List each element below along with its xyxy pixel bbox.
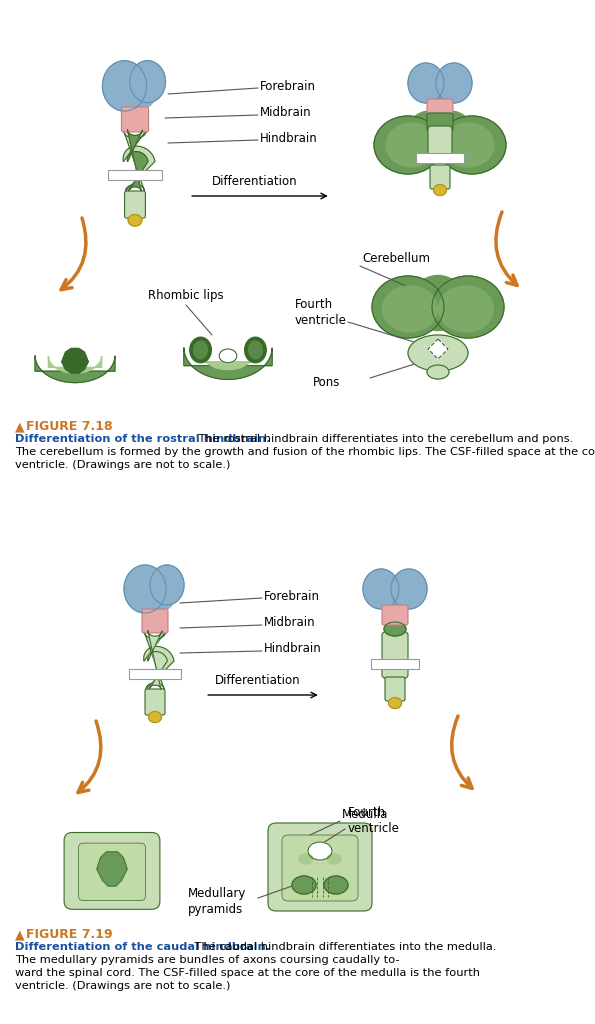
Ellipse shape <box>219 349 237 362</box>
Ellipse shape <box>292 876 316 894</box>
Text: Fourth
ventricle: Fourth ventricle <box>295 298 347 327</box>
Bar <box>416 153 464 163</box>
FancyBboxPatch shape <box>385 677 405 701</box>
Ellipse shape <box>406 111 454 159</box>
Ellipse shape <box>391 569 427 609</box>
Text: Medullary
pyramids: Medullary pyramids <box>188 887 246 915</box>
Ellipse shape <box>245 337 266 362</box>
Ellipse shape <box>308 842 332 860</box>
Bar <box>371 659 419 669</box>
Ellipse shape <box>408 63 444 103</box>
Text: Rhombic lips: Rhombic lips <box>148 290 224 302</box>
FancyBboxPatch shape <box>282 835 358 901</box>
Ellipse shape <box>425 82 455 104</box>
Text: The caudal hindbrain differentiates into the medulla.: The caudal hindbrain differentiates into… <box>191 942 496 952</box>
FancyBboxPatch shape <box>382 605 408 625</box>
Ellipse shape <box>389 697 402 709</box>
Ellipse shape <box>374 116 442 174</box>
Text: Pons: Pons <box>312 376 340 388</box>
Ellipse shape <box>249 341 262 358</box>
FancyBboxPatch shape <box>428 126 452 162</box>
Polygon shape <box>428 339 448 359</box>
Polygon shape <box>35 356 115 383</box>
Text: Medulla: Medulla <box>342 809 389 821</box>
Ellipse shape <box>102 60 146 111</box>
Polygon shape <box>48 356 102 373</box>
Polygon shape <box>97 852 127 886</box>
Polygon shape <box>148 631 167 689</box>
Text: Forebrain: Forebrain <box>260 80 316 92</box>
Text: Cerebellum: Cerebellum <box>362 252 430 264</box>
Ellipse shape <box>116 87 154 110</box>
Text: ventricle. (Drawings are not to scale.): ventricle. (Drawings are not to scale.) <box>15 981 230 991</box>
Text: Midbrain: Midbrain <box>260 106 312 120</box>
Text: Differentiation of the caudal hindbrain.: Differentiation of the caudal hindbrain. <box>15 942 270 952</box>
Text: Midbrain: Midbrain <box>264 616 315 630</box>
Text: Hindbrain: Hindbrain <box>260 131 318 144</box>
Text: The rostral hindbrain differentiates into the cerebellum and pons.: The rostral hindbrain differentiates int… <box>195 434 574 444</box>
Ellipse shape <box>427 365 449 379</box>
Ellipse shape <box>380 588 410 610</box>
Ellipse shape <box>190 337 211 362</box>
Ellipse shape <box>436 63 472 103</box>
Text: ▲: ▲ <box>15 420 24 433</box>
FancyBboxPatch shape <box>268 823 372 911</box>
FancyBboxPatch shape <box>79 843 146 900</box>
FancyBboxPatch shape <box>121 106 149 132</box>
Polygon shape <box>184 348 272 379</box>
Text: Differentiation: Differentiation <box>212 175 298 188</box>
Polygon shape <box>199 348 258 370</box>
FancyBboxPatch shape <box>430 165 450 189</box>
Ellipse shape <box>434 184 446 196</box>
Polygon shape <box>123 130 155 190</box>
Ellipse shape <box>408 335 468 371</box>
Text: Differentiation: Differentiation <box>215 674 301 687</box>
FancyBboxPatch shape <box>145 689 165 715</box>
Ellipse shape <box>124 565 166 613</box>
FancyBboxPatch shape <box>382 632 408 678</box>
FancyBboxPatch shape <box>427 99 453 119</box>
Text: Differentiation of the rostral hindbrain.: Differentiation of the rostral hindbrain… <box>15 434 271 444</box>
Text: FIGURE 7.18: FIGURE 7.18 <box>26 420 112 433</box>
FancyBboxPatch shape <box>142 609 168 633</box>
Text: Forebrain: Forebrain <box>264 590 320 602</box>
Ellipse shape <box>439 286 493 332</box>
Ellipse shape <box>383 286 437 332</box>
Ellipse shape <box>137 590 173 612</box>
Text: ventricle. (Drawings are not to scale.): ventricle. (Drawings are not to scale.) <box>15 460 230 470</box>
Ellipse shape <box>411 275 465 331</box>
Text: ward the spinal cord. The CSF-filled space at the core of the medulla is the fou: ward the spinal cord. The CSF-filled spa… <box>15 968 480 978</box>
Ellipse shape <box>299 854 313 864</box>
Polygon shape <box>127 130 148 190</box>
Ellipse shape <box>438 116 506 174</box>
Text: The cerebellum is formed by the growth and fusion of the rhombic lips. The CSF-f: The cerebellum is formed by the growth a… <box>15 447 595 457</box>
Ellipse shape <box>372 276 444 338</box>
Polygon shape <box>62 348 88 373</box>
Text: FIGURE 7.19: FIGURE 7.19 <box>26 928 112 941</box>
Polygon shape <box>144 631 174 689</box>
Ellipse shape <box>327 854 341 864</box>
Ellipse shape <box>194 341 208 358</box>
Text: The medullary pyramids are bundles of axons coursing caudally to-: The medullary pyramids are bundles of ax… <box>15 955 400 965</box>
FancyBboxPatch shape <box>64 833 160 909</box>
Ellipse shape <box>442 123 494 167</box>
FancyBboxPatch shape <box>427 113 453 131</box>
Bar <box>108 170 162 180</box>
Ellipse shape <box>149 712 161 723</box>
Text: Hindbrain: Hindbrain <box>264 642 322 655</box>
Ellipse shape <box>130 60 165 102</box>
Ellipse shape <box>150 565 184 605</box>
Ellipse shape <box>426 111 474 159</box>
Text: ▲: ▲ <box>15 928 24 941</box>
Ellipse shape <box>432 276 504 338</box>
Bar <box>129 669 181 679</box>
Text: Fourth
ventricle: Fourth ventricle <box>348 807 400 836</box>
Ellipse shape <box>324 876 348 894</box>
Ellipse shape <box>128 214 142 226</box>
Ellipse shape <box>363 569 399 609</box>
Ellipse shape <box>384 622 406 636</box>
Ellipse shape <box>386 123 438 167</box>
FancyBboxPatch shape <box>124 191 145 218</box>
